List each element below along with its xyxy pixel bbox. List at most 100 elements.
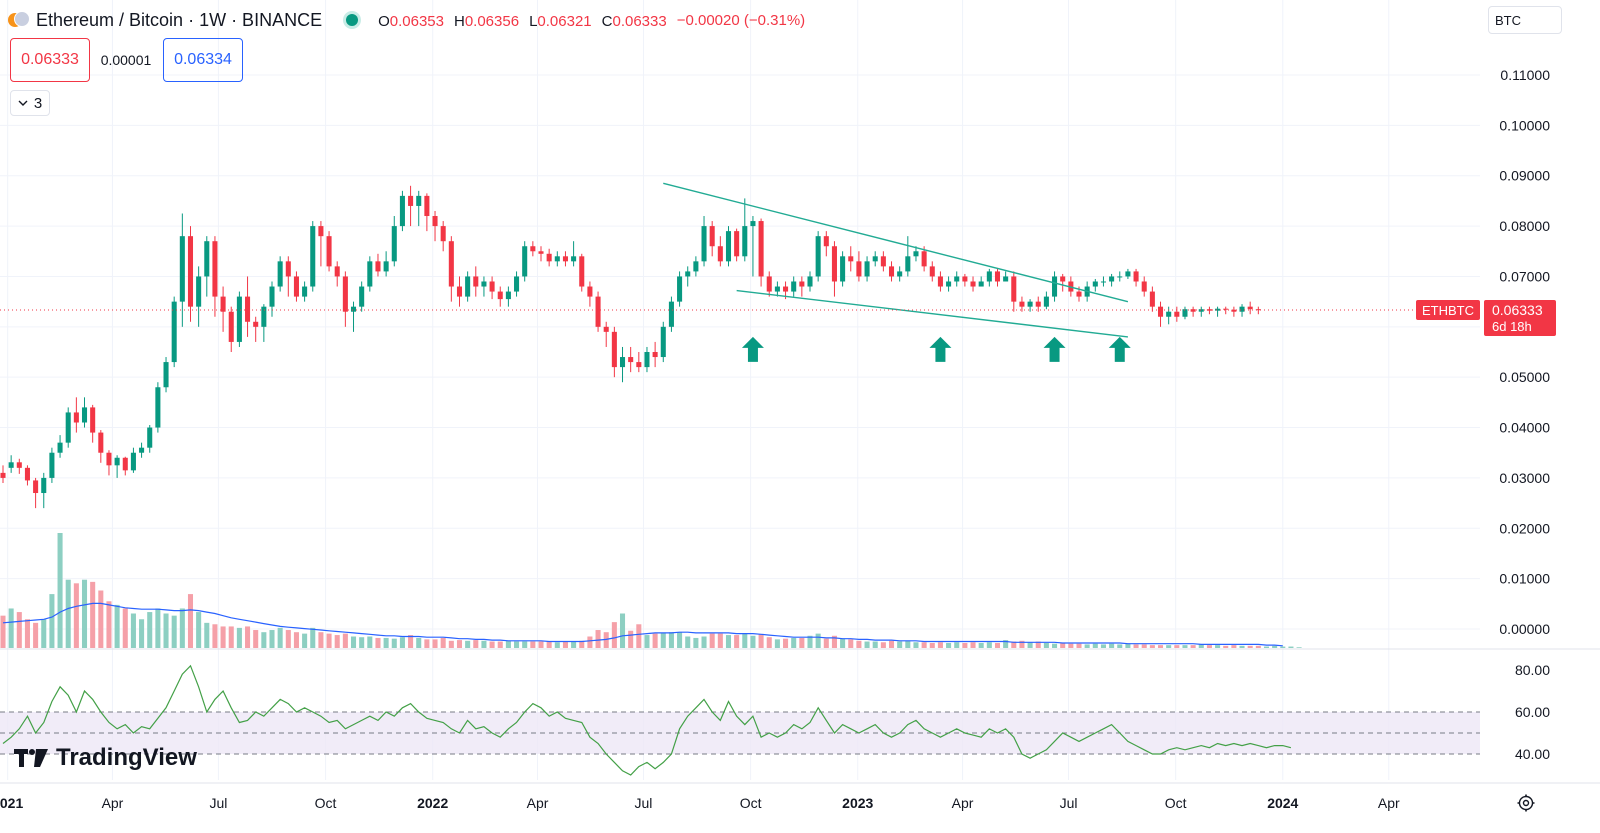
candle-body: [620, 357, 625, 367]
volume-bar: [172, 616, 177, 648]
candle-body: [9, 462, 14, 468]
volume-bar: [155, 608, 160, 648]
candle-body: [180, 236, 185, 301]
candle-body: [1044, 297, 1049, 307]
volume-bar: [530, 642, 535, 648]
symbol-price-tag: ETHBTC: [1416, 300, 1480, 320]
candle: [498, 287, 503, 307]
volume-bar: [212, 624, 217, 648]
candle-body: [1125, 271, 1130, 276]
volume-bar: [106, 601, 111, 648]
volume-bar: [481, 641, 486, 648]
price-tick-label: 0.02000: [1499, 520, 1550, 536]
candle: [1158, 302, 1163, 327]
currency-selector[interactable]: BTC: [1488, 6, 1562, 34]
volume-bar: [74, 583, 79, 648]
rsi-tick-label: 60.00: [1515, 704, 1550, 720]
volume-bar: [685, 637, 690, 649]
volume-bar: [139, 619, 144, 648]
price-tick-label: 0.10000: [1499, 117, 1550, 133]
volume-bar: [1240, 646, 1245, 648]
candle: [131, 448, 136, 473]
up-arrow-icon: [929, 337, 951, 362]
volume-bar: [938, 642, 943, 648]
candle-body: [734, 231, 739, 256]
candle: [147, 425, 152, 453]
sell-button[interactable]: 0.06333: [10, 38, 90, 82]
volume-bar: [791, 638, 796, 648]
volume-bar: [693, 638, 698, 648]
volume-bar: [147, 612, 152, 648]
volume-bar: [1182, 645, 1187, 648]
volume-bar: [514, 642, 519, 648]
candle: [938, 271, 943, 291]
ohlc-c: C0.06333: [602, 13, 667, 30]
candle: [441, 221, 446, 251]
candle-body: [889, 266, 894, 276]
candle: [824, 231, 829, 256]
candle-body: [783, 287, 788, 292]
candle-body: [74, 412, 79, 422]
candle: [587, 281, 592, 306]
candle: [367, 256, 372, 291]
candle-body: [278, 261, 283, 286]
volume-bar: [734, 635, 739, 648]
volume-bar: [856, 641, 861, 648]
volume-bar: [563, 642, 568, 648]
candle: [1093, 279, 1098, 292]
candle: [816, 231, 821, 281]
candle-body: [229, 312, 234, 342]
candle-body: [1011, 276, 1016, 301]
candle-body: [905, 256, 910, 271]
volume-bar: [359, 637, 364, 648]
candle-body: [685, 271, 690, 276]
market-status-icon[interactable]: [346, 14, 358, 26]
candle: [318, 221, 323, 266]
candle-body: [596, 297, 601, 327]
time-tick-label: Oct: [740, 795, 762, 811]
volume-bar: [384, 638, 389, 648]
time-axis[interactable]: 2021AprJulOct2022AprJulOct2023AprJulOct2…: [0, 783, 1600, 811]
volume-bar: [196, 612, 201, 648]
candle-body: [261, 307, 266, 327]
volume-bar: [457, 640, 462, 648]
time-tick-label: Oct: [315, 795, 337, 811]
candle-body: [498, 292, 503, 300]
tradingview-mark-icon: [14, 749, 48, 767]
candle: [359, 281, 364, 311]
indicators-toggle[interactable]: 3: [10, 90, 50, 116]
candle: [979, 276, 984, 286]
eth-btc-icon: [8, 9, 30, 31]
trendlines[interactable]: [663, 183, 1128, 337]
volume-bar: [25, 619, 30, 648]
candle-body: [538, 251, 543, 254]
candle: [106, 450, 111, 475]
candle-body: [791, 281, 796, 291]
volume-bar: [596, 630, 601, 648]
symbol-title[interactable]: Ethereum / Bitcoin · 1W · BINANCE: [36, 10, 322, 31]
volume-bar: [294, 632, 299, 648]
candle-body: [123, 458, 128, 471]
candle-body: [971, 281, 976, 286]
candle-body: [913, 251, 918, 256]
volume-bar: [1174, 645, 1179, 648]
buy-button[interactable]: 0.06334: [163, 38, 243, 82]
candle: [490, 276, 495, 299]
candle: [204, 236, 209, 296]
volume-bar: [131, 614, 136, 649]
volume-bar: [873, 642, 878, 648]
candle-body: [310, 226, 315, 286]
volume-bar: [115, 605, 120, 648]
volume-bar: [237, 628, 242, 648]
price-tick-label: 0.07000: [1499, 268, 1550, 284]
chart-canvas[interactable]: 0.110000.100000.090000.080000.070000.060…: [0, 0, 1600, 833]
candle-body: [873, 256, 878, 261]
gear-icon[interactable]: [1516, 793, 1536, 813]
volume-bar: [441, 638, 446, 648]
price-axis[interactable]: 0.110000.100000.090000.080000.070000.060…: [1499, 67, 1550, 637]
candle-body: [212, 241, 217, 296]
volume-bar: [351, 637, 356, 649]
tradingview-logo[interactable]: TradingView: [14, 744, 197, 772]
up-arrow-icon: [1109, 337, 1131, 362]
volume-bar: [897, 642, 902, 648]
